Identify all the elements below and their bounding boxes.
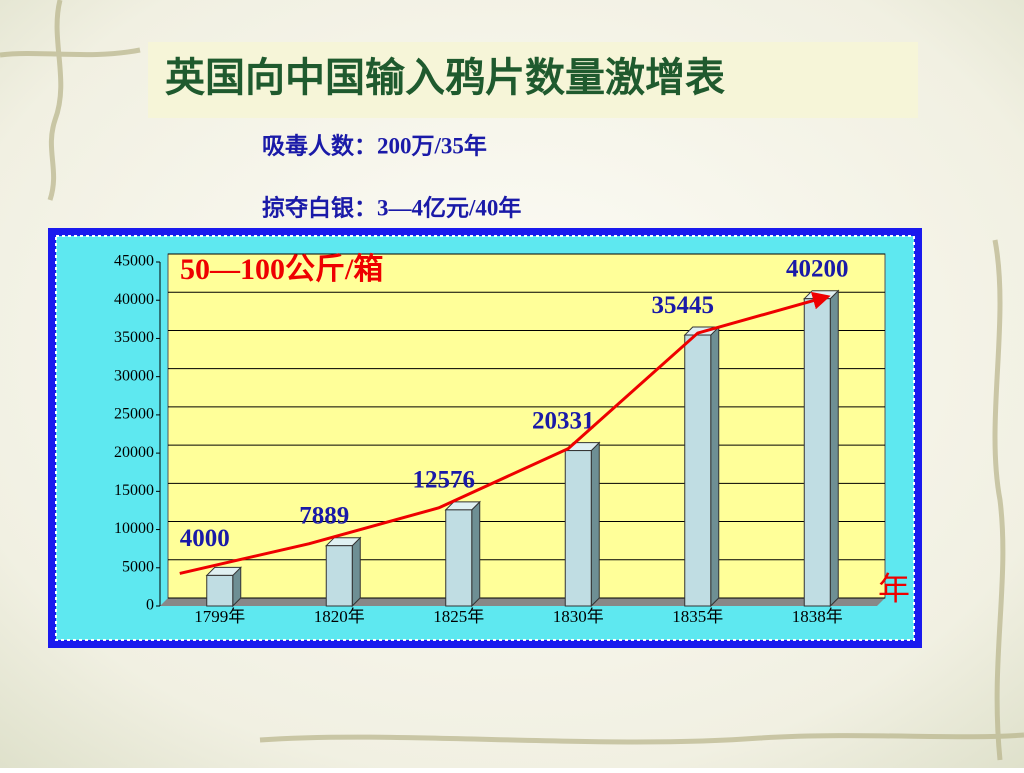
data-label: 4000 [180,525,230,552]
bar-side [590,441,600,608]
y-tick-label: 45000 [114,253,154,270]
data-label: 40200 [786,255,849,282]
y-tick-label: 20000 [114,444,154,461]
bar [564,450,592,607]
y-tick-label: 5000 [122,558,154,575]
x-tick-label: 1820年 [314,607,365,626]
floor [160,598,885,606]
y-tick-label: 10000 [114,520,154,537]
bar [684,334,712,607]
bar [445,509,473,607]
y-tick-label: 15000 [114,482,154,499]
annotation: 50—100公斤/箱 [180,253,383,286]
x-unit: 年 [878,570,910,606]
data-label: 7889 [299,502,349,529]
bar-side [471,500,481,608]
x-tick-label: 1825年 [433,607,484,626]
bar-side [351,536,361,608]
bar [325,545,353,607]
y-tick-label: 40000 [114,291,154,308]
title-box [148,42,918,118]
note: 掠夺白银：3—4亿元/40年 [262,194,521,220]
plot-area [167,253,886,599]
y-tick-label: 0 [146,597,154,614]
bar-side [710,325,720,608]
x-tick-label: 1799年 [194,607,245,626]
bar-side [829,289,839,608]
data-label: 20331 [532,407,595,434]
trend-line [179,291,831,575]
data-label: 35445 [652,292,715,319]
y-tick-label: 35000 [114,329,154,346]
bar [803,298,831,607]
x-tick-label: 1838年 [792,607,843,626]
data-label: 12576 [413,467,476,494]
y-tick-label: 30000 [114,367,154,384]
y-tick-label: 25000 [114,406,154,423]
x-tick-label: 1830年 [553,607,604,626]
title: 英国向中国输入鸦片数量激增表 [165,55,725,100]
x-tick-label: 1835年 [672,607,723,626]
note: 吸毒人数：200万/35年 [262,132,487,158]
bar [206,574,234,607]
